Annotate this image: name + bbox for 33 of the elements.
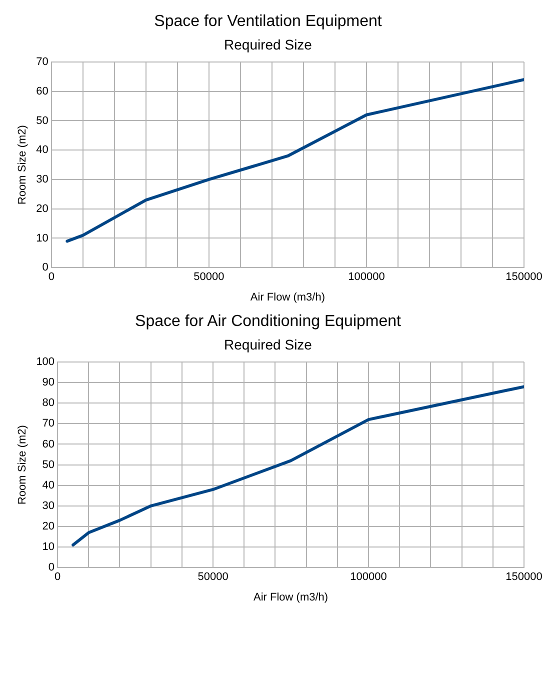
y-tick-label: 20 xyxy=(36,202,48,215)
y-tick-label: 60 xyxy=(36,85,48,98)
y-tick-label: 10 xyxy=(42,541,55,554)
x-tick-label: 100000 xyxy=(348,271,385,284)
y-tick-label: 70 xyxy=(42,418,55,430)
y-tick-label: 30 xyxy=(42,500,55,512)
x-axis-title: Air Flow (m3/h) xyxy=(250,291,325,304)
y-tick-label: 40 xyxy=(36,144,48,156)
y-tick-label: 50 xyxy=(36,114,48,127)
y-tick-label: 70 xyxy=(36,56,48,68)
y-tick-label: 90 xyxy=(42,376,55,389)
y-axis-title: Room Size (m2) xyxy=(16,425,29,505)
y-tick-label: 30 xyxy=(36,174,48,186)
y-axis-title: Room Size (m2) xyxy=(16,125,29,205)
y-tick-label: 0 xyxy=(48,562,55,574)
x-tick-label: 50000 xyxy=(194,271,224,284)
y-tick-label: 10 xyxy=(36,232,48,244)
y-tick-label: 60 xyxy=(42,438,55,450)
x-tick-label: 50000 xyxy=(198,571,228,584)
y-tick-label: 0 xyxy=(42,262,48,274)
chart-title: Space for Ventilation Equipment xyxy=(154,13,382,30)
y-tick-label: 50 xyxy=(42,458,55,471)
chart-subtitle: Required Size xyxy=(224,336,312,352)
x-tick-label: 100000 xyxy=(350,571,387,584)
x-tick-label: 150000 xyxy=(506,271,542,284)
x-axis-title: Air Flow (m3/h) xyxy=(253,591,328,604)
y-tick-label: 100 xyxy=(36,356,55,368)
y-tick-label: 40 xyxy=(42,479,55,492)
x-tick-label: 150000 xyxy=(506,571,542,584)
y-tick-label: 80 xyxy=(42,397,55,410)
chart-title: Space for Air Conditioning Equipment xyxy=(135,313,402,330)
y-tick-label: 20 xyxy=(42,520,55,533)
chart-subtitle: Required Size xyxy=(224,36,312,52)
